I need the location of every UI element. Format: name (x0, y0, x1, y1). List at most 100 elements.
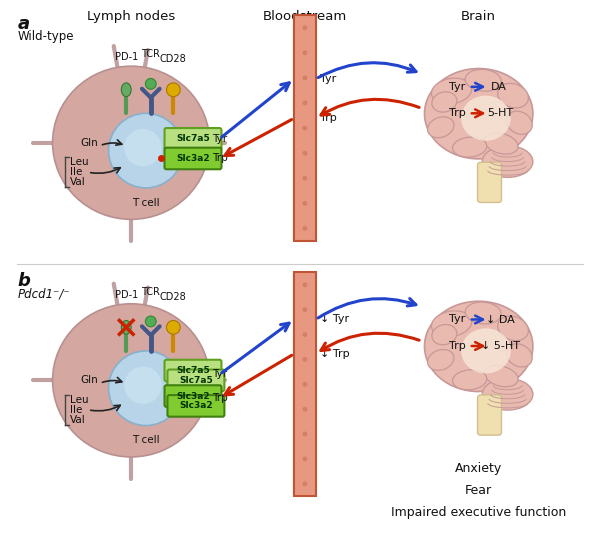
Ellipse shape (121, 83, 131, 97)
Ellipse shape (53, 66, 209, 219)
FancyBboxPatch shape (167, 370, 224, 391)
Circle shape (302, 100, 307, 105)
Text: TCR: TCR (142, 287, 160, 297)
Circle shape (109, 351, 183, 426)
Text: Ile: Ile (70, 167, 83, 177)
Ellipse shape (465, 302, 501, 324)
Text: Val: Val (70, 177, 86, 187)
Text: Slc7a5: Slc7a5 (176, 135, 210, 143)
Text: Trp: Trp (320, 113, 337, 123)
Text: Slc7a5: Slc7a5 (179, 376, 213, 385)
Circle shape (124, 129, 161, 166)
FancyBboxPatch shape (164, 128, 221, 150)
Circle shape (166, 320, 180, 334)
Text: Gln: Gln (80, 375, 98, 386)
Text: Bloodstream: Bloodstream (263, 10, 347, 23)
Ellipse shape (424, 301, 533, 391)
Ellipse shape (482, 146, 533, 177)
Circle shape (302, 25, 307, 30)
Ellipse shape (497, 316, 529, 341)
Text: Trp: Trp (212, 393, 227, 403)
Text: Leu: Leu (70, 158, 89, 167)
Text: Tyr: Tyr (212, 370, 227, 380)
Text: Gln: Gln (80, 138, 98, 148)
Circle shape (302, 226, 307, 231)
Ellipse shape (432, 92, 457, 112)
Circle shape (302, 481, 307, 486)
Circle shape (145, 78, 156, 89)
Ellipse shape (484, 133, 518, 154)
Text: Pdcd1⁻/⁻: Pdcd1⁻/⁻ (17, 287, 70, 300)
Circle shape (302, 332, 307, 337)
Circle shape (145, 316, 156, 327)
Circle shape (302, 431, 307, 436)
Text: Slc3a2: Slc3a2 (176, 154, 210, 163)
Circle shape (302, 382, 307, 387)
Ellipse shape (461, 96, 511, 141)
Text: 5-HT: 5-HT (487, 108, 514, 119)
Text: PD-1: PD-1 (115, 52, 138, 62)
Text: Tyr: Tyr (212, 134, 227, 144)
Text: TCR: TCR (142, 49, 160, 59)
Circle shape (302, 125, 307, 130)
Ellipse shape (53, 304, 209, 457)
Text: Leu: Leu (70, 395, 89, 405)
Text: ↓ DA: ↓ DA (486, 315, 515, 325)
Circle shape (302, 457, 307, 461)
Ellipse shape (506, 344, 532, 367)
Circle shape (302, 407, 307, 412)
Text: Trp: Trp (449, 108, 466, 119)
Text: Slc3a2: Slc3a2 (179, 402, 213, 411)
Circle shape (302, 50, 307, 55)
Circle shape (302, 201, 307, 206)
Circle shape (302, 282, 307, 287)
Text: Tyr: Tyr (320, 74, 336, 84)
Circle shape (302, 75, 307, 80)
Ellipse shape (452, 370, 487, 390)
Text: b: b (17, 272, 30, 290)
FancyBboxPatch shape (167, 395, 224, 417)
Text: Lymph nodes: Lymph nodes (87, 10, 175, 23)
Text: T cell: T cell (132, 198, 160, 208)
Text: Slc3a2: Slc3a2 (176, 391, 210, 400)
Text: Tyr: Tyr (449, 315, 465, 325)
Ellipse shape (461, 328, 511, 373)
Circle shape (302, 307, 307, 312)
Circle shape (302, 176, 307, 180)
Text: T cell: T cell (132, 435, 160, 445)
FancyBboxPatch shape (294, 272, 316, 496)
Text: CD28: CD28 (160, 54, 187, 64)
Ellipse shape (482, 379, 533, 410)
Text: Trp: Trp (212, 153, 227, 163)
Circle shape (124, 367, 161, 404)
Text: Trp: Trp (449, 341, 466, 351)
Ellipse shape (497, 83, 529, 108)
Text: ↓ Trp: ↓ Trp (320, 349, 349, 359)
Text: PD-1: PD-1 (115, 290, 138, 300)
Circle shape (302, 357, 307, 362)
Text: Wild-type: Wild-type (17, 30, 74, 43)
Ellipse shape (506, 111, 532, 135)
Ellipse shape (452, 137, 487, 157)
FancyBboxPatch shape (478, 395, 502, 435)
Text: DA: DA (490, 82, 506, 92)
Ellipse shape (432, 325, 457, 345)
Ellipse shape (465, 69, 501, 91)
Circle shape (302, 151, 307, 155)
Ellipse shape (428, 350, 454, 371)
Circle shape (166, 83, 180, 97)
Text: ↓ 5-HT: ↓ 5-HT (481, 341, 520, 351)
Text: Ile: Ile (70, 405, 83, 415)
Text: a: a (17, 15, 29, 33)
Ellipse shape (428, 117, 454, 138)
FancyBboxPatch shape (294, 15, 316, 241)
FancyBboxPatch shape (164, 385, 221, 407)
Ellipse shape (484, 366, 518, 387)
Ellipse shape (121, 320, 131, 334)
FancyBboxPatch shape (478, 162, 502, 202)
Text: Anxiety
Fear
Impaired executive function: Anxiety Fear Impaired executive function (391, 462, 566, 519)
Text: CD28: CD28 (160, 292, 187, 302)
Ellipse shape (424, 68, 533, 159)
Circle shape (109, 113, 183, 188)
Text: Val: Val (70, 414, 86, 425)
